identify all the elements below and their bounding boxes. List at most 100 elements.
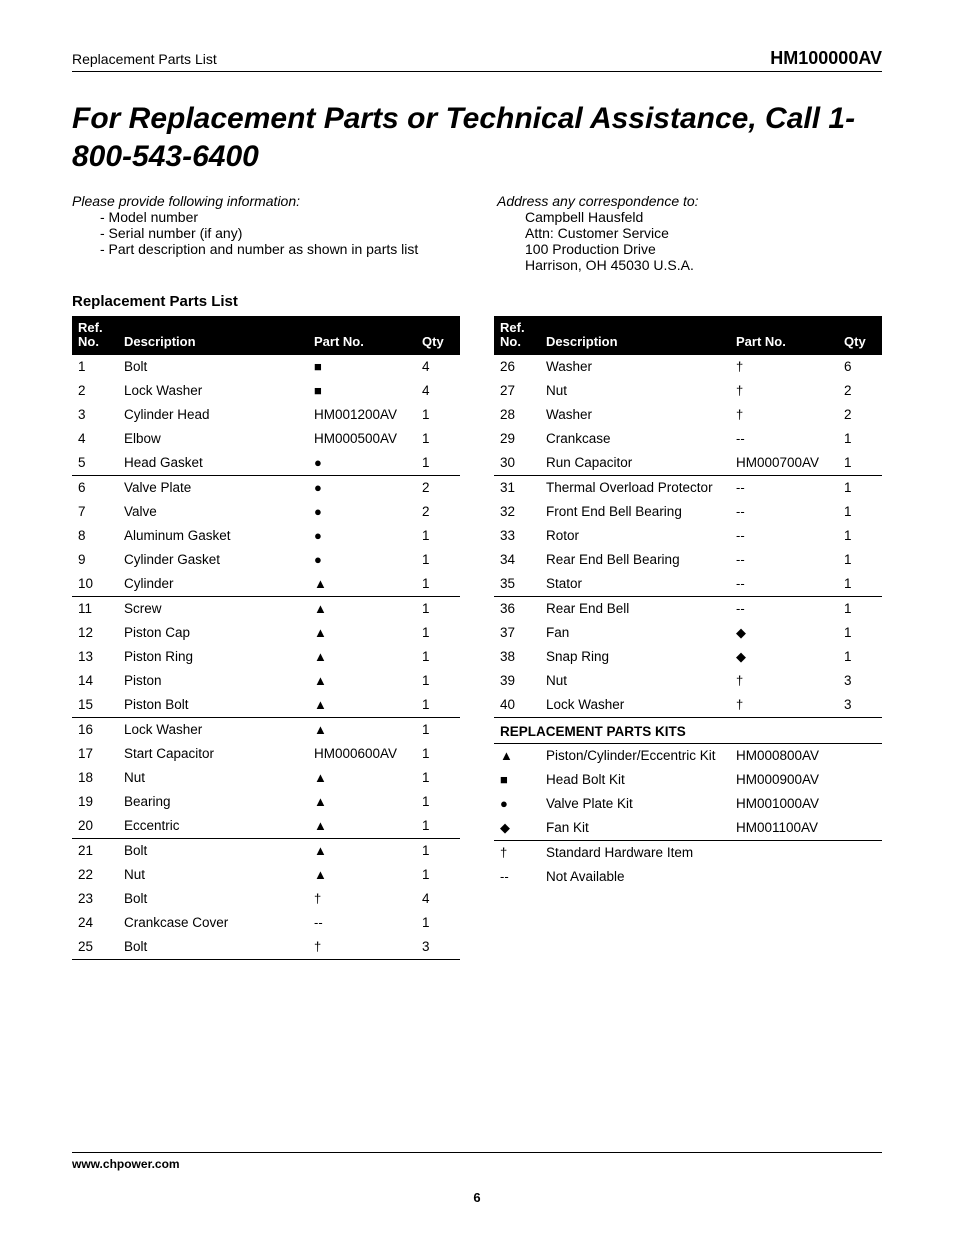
cell-qty: 1 <box>838 427 882 451</box>
cell-desc: Rear End Bell <box>540 596 730 621</box>
table-row: 31Thermal Overload Protector--1 <box>494 475 882 500</box>
diamond-icon: ◆ <box>736 650 746 663</box>
table-row: 25Bolt†3 <box>72 935 460 960</box>
circle-icon: ● <box>500 797 508 810</box>
cell-desc: Piston/Cylinder/Eccentric Kit <box>540 743 730 768</box>
table-row: 35Stator--1 <box>494 572 882 597</box>
cell-part: ▲ <box>308 838 416 863</box>
cell-ref: 11 <box>72 596 118 621</box>
dagger-icon: † <box>736 408 743 421</box>
kit-row: ●Valve Plate KitHM001000AV <box>494 792 882 816</box>
cell-qty: 1 <box>416 742 460 766</box>
info-right-lines: Campbell HausfeldAttn: Customer Service1… <box>525 209 882 273</box>
cell-desc: Bolt <box>118 887 308 911</box>
cell-part: HM000900AV <box>730 768 838 792</box>
cell-qty: 3 <box>416 935 460 960</box>
cell-part: -- <box>730 596 838 621</box>
cell-part: ◆ <box>730 621 838 645</box>
cell-qty: 3 <box>838 669 882 693</box>
cell-ref: 25 <box>72 935 118 960</box>
cell-part: † <box>308 935 416 960</box>
cell-part: ◆ <box>730 645 838 669</box>
table-row: 40Lock Washer†3 <box>494 693 882 718</box>
triangle-icon: ▲ <box>314 577 327 590</box>
cell-qty: 1 <box>838 645 882 669</box>
cell-part: ▲ <box>308 766 416 790</box>
cell-qty: 2 <box>838 379 882 403</box>
cell-desc: Cylinder Gasket <box>118 548 308 572</box>
cell-qty: 1 <box>416 596 460 621</box>
cell-ref: 5 <box>72 451 118 476</box>
info-list-item: - Serial number (if any) <box>100 225 457 241</box>
cell-desc: Lock Washer <box>118 717 308 742</box>
cell-ref: 21 <box>72 838 118 863</box>
col-desc: Description <box>118 316 308 355</box>
info-left: Please provide following information: - … <box>72 193 457 273</box>
info-right-label: Address any correspondence to: <box>497 193 882 209</box>
header-left: Replacement Parts List <box>72 51 217 67</box>
cell-ref: 13 <box>72 645 118 669</box>
cell-ref: 24 <box>72 911 118 935</box>
cell-ref: 30 <box>494 451 540 476</box>
cell-qty: 1 <box>416 693 460 718</box>
cell-part: † <box>730 693 838 718</box>
cell-part: -- <box>730 500 838 524</box>
table-row: 28Washer†2 <box>494 403 882 427</box>
cell-ref: 17 <box>72 742 118 766</box>
cell-ref: 27 <box>494 379 540 403</box>
cell-qty: 1 <box>416 524 460 548</box>
table-row: 3Cylinder HeadHM001200AV1 <box>72 403 460 427</box>
cell-desc: Start Capacitor <box>118 742 308 766</box>
col-desc: Description <box>540 316 730 355</box>
page: Replacement Parts List HM100000AV For Re… <box>0 0 954 1235</box>
cell-desc: Fan <box>540 621 730 645</box>
table-row: 23Bolt†4 <box>72 887 460 911</box>
cell-ref: 20 <box>72 814 118 839</box>
cell-ref: 36 <box>494 596 540 621</box>
cell-part: † <box>730 379 838 403</box>
cell-part: ● <box>308 475 416 500</box>
cell-qty: 1 <box>416 548 460 572</box>
cell-ref: 6 <box>72 475 118 500</box>
cell-desc: Cylinder <box>118 572 308 597</box>
cell-ref: ▲ <box>494 743 540 768</box>
cell-qty: 1 <box>416 427 460 451</box>
cell-part: HM000500AV <box>308 427 416 451</box>
cell-part: † <box>730 669 838 693</box>
cell-ref: 3 <box>72 403 118 427</box>
address-line: Harrison, OH 45030 U.S.A. <box>525 257 882 273</box>
cell-desc: Piston Bolt <box>118 693 308 718</box>
cell-ref: 26 <box>494 355 540 379</box>
cell-qty: 1 <box>416 814 460 839</box>
cell-ref: 22 <box>72 863 118 887</box>
circle-icon: ● <box>314 553 322 566</box>
cell-qty: 1 <box>838 621 882 645</box>
cell-desc: Cylinder Head <box>118 403 308 427</box>
cell-qty: 1 <box>416 838 460 863</box>
kits-header-row: REPLACEMENT PARTS KITS <box>494 717 882 743</box>
cell-ref: 10 <box>72 572 118 597</box>
cell-qty: 1 <box>416 669 460 693</box>
kit-row: ■Head Bolt KitHM000900AV <box>494 768 882 792</box>
cell-qty: 1 <box>416 451 460 476</box>
cell-part: ▲ <box>308 790 416 814</box>
left-table-wrap: Ref. No. Description Part No. Qty 1Bolt■… <box>72 316 460 960</box>
cell-part: -- <box>730 548 838 572</box>
cell-ref: 4 <box>72 427 118 451</box>
cell-desc: Front End Bell Bearing <box>540 500 730 524</box>
table-row: 12Piston Cap▲1 <box>72 621 460 645</box>
col-qty: Qty <box>416 316 460 355</box>
table-row: 14Piston▲1 <box>72 669 460 693</box>
table-row: 16Lock Washer▲1 <box>72 717 460 742</box>
cell-qty: 4 <box>416 887 460 911</box>
cell-desc: Eccentric <box>118 814 308 839</box>
cell-ref: 39 <box>494 669 540 693</box>
page-title: For Replacement Parts or Technical Assis… <box>72 100 882 175</box>
table-row: 20Eccentric▲1 <box>72 814 460 839</box>
cell-desc: Run Capacitor <box>540 451 730 476</box>
dash-icon: -- <box>736 602 745 615</box>
triangle-icon: ▲ <box>500 749 513 762</box>
info-left-label: Please provide following information: <box>72 193 457 209</box>
table-row: 1Bolt■4 <box>72 355 460 379</box>
table-row: 9Cylinder Gasket●1 <box>72 548 460 572</box>
